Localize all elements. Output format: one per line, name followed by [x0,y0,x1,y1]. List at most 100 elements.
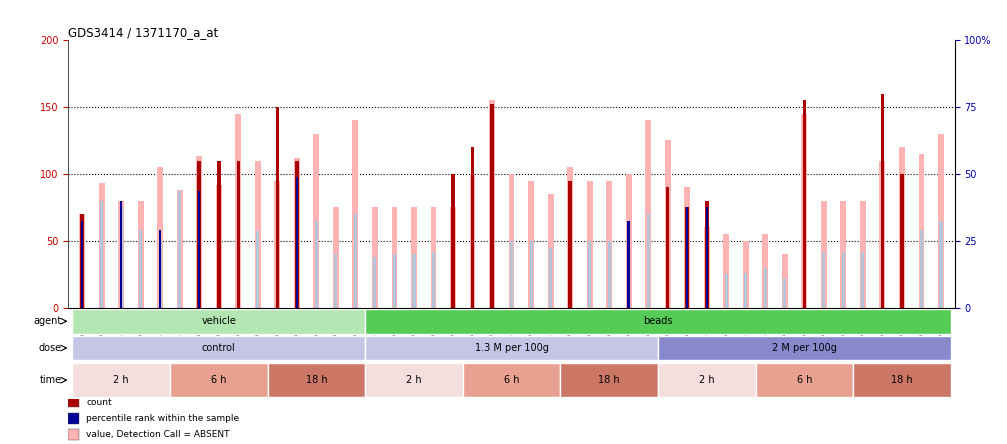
Bar [881,94,884,308]
Bar [237,190,240,308]
Text: 1.3 M per 100g: 1.3 M per 100g [474,343,549,353]
Bar [157,167,163,308]
Bar [853,363,951,397]
Bar [725,274,728,308]
Bar [463,363,560,397]
Bar [218,190,221,308]
Bar [723,234,729,308]
Bar [567,167,573,308]
Bar [627,221,630,308]
Bar [313,134,319,308]
Bar [646,214,650,308]
Bar [489,100,495,308]
Bar [178,191,181,308]
Bar [374,257,377,308]
Bar [607,241,610,308]
Bar [744,273,747,308]
Bar [509,174,515,308]
Text: beads: beads [643,316,673,326]
Bar [236,114,242,308]
Bar [333,207,338,308]
Bar [268,363,366,397]
Bar [821,201,827,308]
Bar [120,201,122,308]
Bar [705,268,708,308]
Bar [413,254,416,308]
Bar [762,234,768,308]
Bar [704,227,710,308]
Bar [366,363,463,397]
Text: 18 h: 18 h [598,375,620,385]
Bar [763,268,767,308]
Bar [627,221,629,308]
Bar [666,187,670,308]
Bar [841,201,846,308]
Bar [686,246,689,308]
Bar [549,248,552,308]
Bar [353,214,356,308]
Bar [73,336,366,361]
Bar [392,207,398,308]
Bar [645,120,652,308]
Bar [120,207,123,308]
Text: count: count [87,398,112,407]
Bar [295,217,298,308]
Bar [686,207,689,308]
Bar [706,207,708,308]
Bar [899,147,905,308]
Bar [100,201,104,308]
Bar [860,201,866,308]
Bar [783,278,786,308]
Bar [372,207,378,308]
Bar [879,161,885,308]
Text: 18 h: 18 h [305,375,327,385]
Bar [510,241,514,308]
Bar [781,254,787,308]
Bar [393,254,396,308]
Text: 2 M per 100g: 2 M per 100g [772,343,837,353]
Text: control: control [201,343,236,353]
Text: agent: agent [33,316,61,326]
Bar [658,363,755,397]
Bar [68,397,80,408]
Bar [68,429,80,440]
Bar [606,181,612,308]
Bar [81,221,84,308]
Bar [470,147,474,308]
Text: dose: dose [38,343,61,353]
Bar [469,174,475,308]
Bar [588,241,591,308]
Text: 2 h: 2 h [406,375,422,385]
Bar [881,230,884,308]
Bar [685,187,690,308]
Text: 2 h: 2 h [114,375,129,385]
Bar [705,201,709,308]
Bar [255,161,261,308]
Bar [940,221,943,308]
Bar [548,194,554,308]
Bar [295,161,299,308]
Bar [68,413,80,424]
Bar [411,207,417,308]
Bar [451,254,454,308]
Bar [276,107,279,308]
Text: vehicle: vehicle [201,316,237,326]
Bar [686,207,689,308]
Bar [919,230,923,308]
Bar [665,140,671,308]
Bar [138,201,144,308]
Bar [625,174,631,308]
Bar [215,185,222,308]
Bar [528,181,534,308]
Bar [432,252,435,308]
Bar [918,154,924,308]
Bar [276,242,279,308]
Bar [170,363,268,397]
Bar [627,234,630,308]
Bar [667,221,670,308]
Bar [118,201,124,308]
Bar [296,177,298,308]
Bar [568,181,572,308]
Bar [530,241,533,308]
Bar [159,241,162,308]
